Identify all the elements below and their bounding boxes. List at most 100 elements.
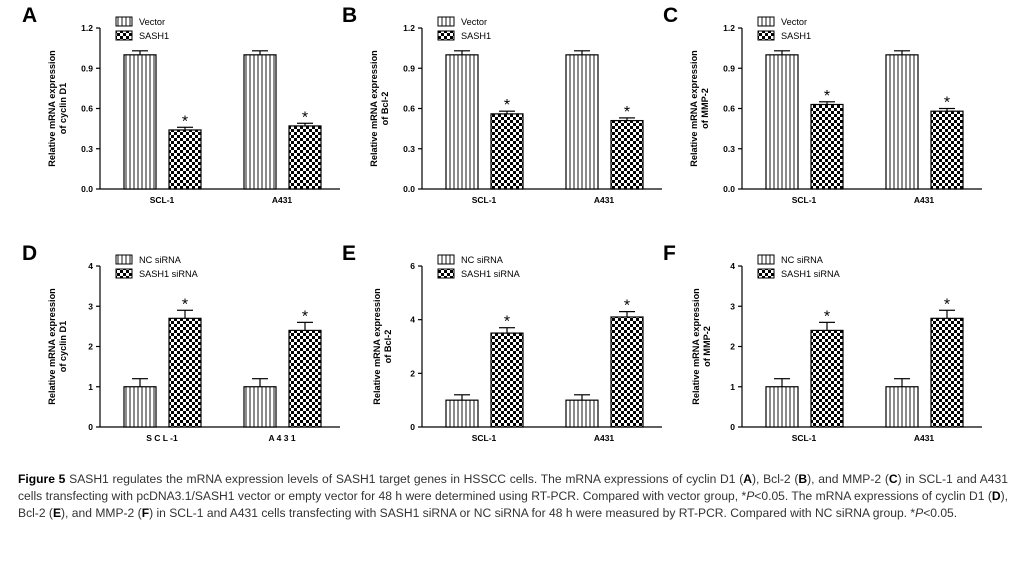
bar-treatment [490,332,524,428]
significance-mark: * [504,97,510,114]
y-tick-label: 0.9 [403,63,415,73]
y-tick-label: 0.6 [81,104,93,114]
significance-mark: * [504,314,510,331]
x-category-label: A431 [914,195,935,205]
y-axis-label: Relative mRNA expression [691,288,701,405]
y-axis-label: Relative mRNA expression [47,50,57,167]
panel-letter: A [22,4,37,27]
x-category-label: SCL-1 [792,433,817,443]
figure-panels: A Relative mRNA expression of cyclin D1 0.0… [22,4,982,443]
caption-text: ) in SCL-1 and A431 cells transfecting w… [18,472,1008,504]
bar-control [445,399,479,428]
caption-text: <0.05. [923,506,958,521]
legend-label: SASH1 siRNA [461,269,521,279]
y-axis-label: of cyclin D1 [58,321,68,373]
figure-caption: Figure 5 SASH1 regulates the mRNA expres… [18,471,1008,523]
caption-text: ), Bcl-2 ( [751,472,799,486]
y-tick-label: 0 [410,422,415,432]
bar-control [885,386,919,428]
bar-control [243,54,277,190]
panel-letter: B [342,4,357,27]
y-tick-label: 1.2 [403,23,415,33]
significance-mark: * [624,298,630,315]
legend-swatch [437,16,455,27]
x-category-label: SCL-1 [472,195,497,205]
panel-letter: D [22,242,37,265]
x-category-label: SCL-1 [792,195,817,205]
legend-label: NC siRNA [781,255,824,265]
caption-text: ), and MMP-2 ( [807,472,889,486]
significance-mark: * [302,308,308,325]
y-tick-label: 0.3 [81,144,93,154]
y-tick-label: 4 [730,261,735,271]
y-tick-label: 2 [88,342,93,352]
bar-treatment [288,329,322,428]
bar-treatment [810,103,844,190]
y-tick-label: 0 [88,422,93,432]
caption-p: P [915,506,924,521]
bar-control [445,54,479,190]
x-category-label: A 4 3 1 [268,433,295,443]
significance-mark: * [824,88,830,105]
caption-text: SASH1 regulates the mRNA expression leve… [65,472,744,486]
y-axis-label: of MMP-2 [702,326,712,367]
y-axis-label: Relative mRNA expression [369,50,379,167]
caption-text: ), and MMP-2 ( [61,506,142,521]
significance-mark: * [944,296,950,313]
legend-swatch [757,254,775,265]
y-tick-label: 0.3 [723,144,735,154]
legend-swatch [115,268,133,279]
legend-label: SASH1 [781,31,811,41]
significance-mark: * [302,109,308,126]
bar-control [123,54,157,190]
bar-control [765,54,799,190]
caption-ref: C [888,472,898,486]
y-tick-label: 0.6 [403,104,415,114]
y-tick-label: 0 [730,422,735,432]
legend-label: SASH1 [139,31,169,41]
y-tick-label: 1.2 [723,23,735,33]
y-tick-label: 0.6 [723,104,735,114]
legend-swatch [757,16,775,27]
legend-swatch [437,30,455,41]
legend-swatch [757,268,775,279]
legend-swatch [115,16,133,27]
x-category-label: A431 [272,195,293,205]
y-tick-label: 3 [88,301,93,311]
bar-treatment [810,329,844,428]
caption-ref: B [798,472,808,486]
bar-control [565,54,599,190]
caption-text: ) in SCL-1 and A431 cells transfecting w… [149,506,916,521]
legend-label: Vector [139,17,165,27]
legend-label: SASH1 siRNA [139,269,199,279]
caption-ref: E [52,506,62,521]
bar-control [123,386,157,428]
panel-letter: E [342,242,356,265]
significance-mark: * [182,113,188,130]
y-axis-label: of Bcl-2 [380,92,390,126]
y-tick-label: 0.3 [403,144,415,154]
bar-treatment [288,125,322,190]
x-category-label: A431 [914,433,935,443]
y-axis-label: of cyclin D1 [58,83,68,135]
legend-swatch [115,254,133,265]
y-tick-label: 1.2 [81,23,93,33]
y-tick-label: 6 [410,261,415,271]
y-tick-label: 0.9 [723,63,735,73]
panel-letter: C [663,4,678,27]
y-tick-label: 1 [88,382,93,392]
legend-label: NC siRNA [139,255,182,265]
bar-control [243,386,277,428]
y-tick-label: 4 [410,315,415,325]
bar-control [885,54,919,190]
caption-p: P [746,489,755,504]
bar-treatment [610,316,644,428]
panel-letter: F [663,242,676,265]
y-tick-label: 4 [88,261,93,271]
significance-mark: * [824,308,830,325]
legend-swatch [437,254,455,265]
significance-mark: * [944,95,950,112]
caption-text: <0.05. The mRNA expressions of cyclin D1… [754,489,992,504]
legend-label: Vector [781,17,807,27]
bar-treatment [490,113,524,190]
